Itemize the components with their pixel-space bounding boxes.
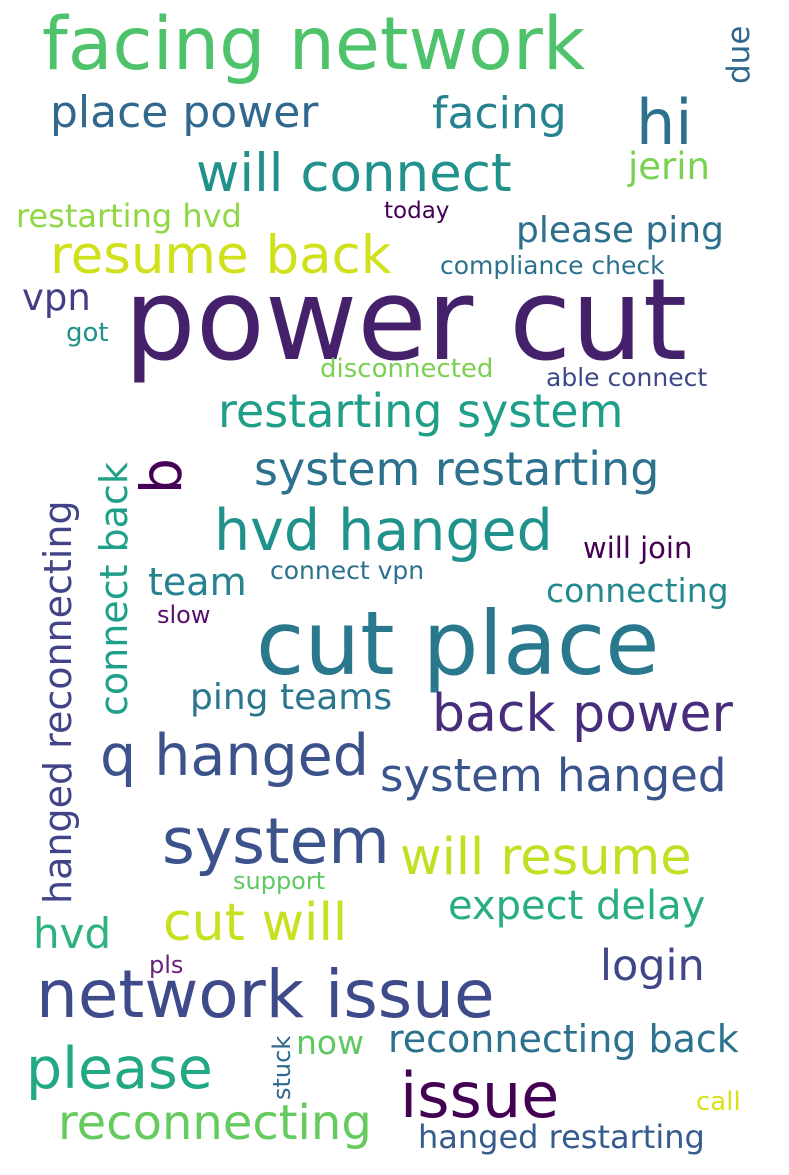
word-will-connect: will connect bbox=[196, 143, 512, 204]
word-login: login bbox=[600, 941, 705, 991]
word-compliance-check: compliance check bbox=[440, 251, 665, 280]
word-hanged-restarting: hanged restarting bbox=[418, 1118, 705, 1156]
word-back-power: back power bbox=[432, 684, 733, 744]
word-will-resume: will resume bbox=[400, 828, 692, 887]
word-hi: hi bbox=[636, 86, 693, 159]
word-cut-place: cut place bbox=[256, 592, 660, 695]
word-hanged-reconnecting: hanged reconnecting bbox=[36, 500, 80, 904]
word-resume-back: resume back bbox=[50, 225, 392, 286]
word-restarting-hvd: restarting hvd bbox=[16, 197, 242, 235]
word-able-connect: able connect bbox=[546, 363, 708, 392]
word-expect-delay: expect delay bbox=[448, 883, 706, 929]
word-jerin: jerin bbox=[628, 145, 710, 188]
word-disconnected: disconnected bbox=[320, 354, 494, 384]
word-facing: facing bbox=[432, 88, 567, 139]
word-will-join: will join bbox=[583, 531, 693, 565]
word-power-cut: power cut bbox=[124, 254, 688, 386]
word-place-power: place power bbox=[50, 87, 319, 138]
word-support: support bbox=[233, 867, 326, 895]
word-restarting-system: restarting system bbox=[218, 384, 624, 438]
word-hvd: hvd bbox=[33, 909, 112, 958]
word-connecting: connecting bbox=[546, 571, 729, 610]
word-due: due bbox=[721, 25, 757, 84]
word-today: today bbox=[384, 198, 450, 224]
word-system: system bbox=[162, 805, 390, 878]
word-facing-network: facing network bbox=[42, 2, 586, 87]
word-cut-will: cut will bbox=[163, 893, 348, 953]
word-got: got bbox=[66, 318, 109, 348]
word-ping-teams: ping teams bbox=[190, 677, 393, 718]
word-pls: pls bbox=[149, 951, 184, 979]
word-connect-back: connect back bbox=[92, 462, 136, 716]
word-call: call bbox=[696, 1087, 741, 1117]
word-please-ping: please ping bbox=[516, 210, 724, 251]
word-please: please bbox=[26, 1036, 213, 1102]
word-hvd-hanged: hvd hanged bbox=[214, 498, 553, 564]
word-connect-vpn: connect vpn bbox=[270, 556, 425, 585]
word-reconnecting-back: reconnecting back bbox=[388, 1017, 739, 1061]
word-now: now bbox=[296, 1023, 365, 1062]
word-q-hanged: q hanged bbox=[100, 723, 369, 789]
word-network-issue: network issue bbox=[36, 956, 495, 1033]
word-q: q bbox=[136, 458, 202, 495]
word-stuck: stuck bbox=[268, 1035, 296, 1100]
word-slow: slow bbox=[157, 601, 211, 629]
word-team: team bbox=[148, 560, 247, 604]
word-issue: issue bbox=[400, 1059, 560, 1132]
word-reconnecting: reconnecting bbox=[58, 1095, 372, 1151]
word-system-restarting: system restarting bbox=[254, 442, 660, 496]
word-vpn: vpn bbox=[22, 276, 91, 319]
word-system-hanged: system hanged bbox=[380, 749, 727, 802]
